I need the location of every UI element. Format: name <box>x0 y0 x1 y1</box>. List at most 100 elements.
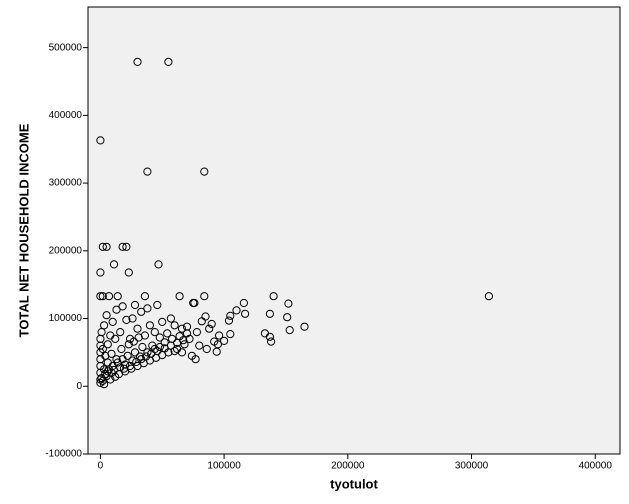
data-point <box>102 311 111 320</box>
data-point <box>130 300 140 310</box>
data-point <box>200 167 209 176</box>
data-point <box>175 292 184 301</box>
data-point <box>98 242 107 251</box>
data-point <box>118 302 127 311</box>
data-point <box>138 342 147 352</box>
data-point <box>197 317 206 326</box>
data-points <box>96 57 493 389</box>
data-point <box>122 315 131 324</box>
data-point <box>153 300 162 310</box>
data-point <box>96 136 105 145</box>
data-point <box>226 330 235 339</box>
data-point <box>179 336 188 345</box>
x-tick-label: 300000 <box>455 460 489 471</box>
data-point <box>100 380 109 389</box>
data-point <box>112 305 121 314</box>
data-point <box>128 356 137 365</box>
data-point <box>283 313 292 322</box>
data-point <box>98 292 107 301</box>
plot-area <box>87 6 621 455</box>
data-point <box>239 298 248 308</box>
data-point <box>191 355 200 364</box>
data-point <box>143 167 152 176</box>
data-point <box>224 316 234 325</box>
y-tick-label: -100000 <box>45 449 82 460</box>
y-axis: -100000 0 100000 200000 300000 400000 500000 <box>45 42 88 460</box>
data-point <box>103 367 112 376</box>
data-point <box>158 317 167 326</box>
data-point <box>155 333 164 342</box>
y-tick-label: 100000 <box>49 313 83 324</box>
data-point <box>140 292 149 301</box>
data-point <box>177 324 187 333</box>
data-point <box>226 311 235 320</box>
y-axis-title: TOTAL NET HOUSEHOLD INCOME <box>16 123 31 337</box>
data-point <box>284 299 293 308</box>
data-point <box>170 321 179 330</box>
data-point <box>212 347 221 356</box>
data-point <box>106 331 115 340</box>
data-point <box>101 370 110 379</box>
data-point <box>155 342 164 352</box>
data-point <box>190 298 199 308</box>
data-point <box>133 324 142 333</box>
data-point <box>109 365 119 375</box>
data-point <box>285 326 294 335</box>
data-point <box>137 355 146 364</box>
data-point <box>96 334 105 343</box>
data-point <box>166 314 175 323</box>
data-point <box>164 57 173 67</box>
data-point <box>207 319 216 329</box>
data-point <box>220 336 229 345</box>
data-point <box>142 352 151 361</box>
data-point <box>182 322 192 331</box>
x-axis: 0 100000 200000 300000 400000 <box>98 454 612 471</box>
data-point <box>170 347 179 356</box>
data-point <box>241 309 250 318</box>
y-tick-label: 500000 <box>49 42 83 53</box>
data-point <box>112 355 121 364</box>
data-point <box>134 333 143 342</box>
data-point <box>116 328 125 337</box>
data-point <box>118 242 127 251</box>
data-point <box>130 348 140 357</box>
data-point <box>265 309 274 318</box>
data-point <box>96 378 105 387</box>
data-point <box>96 268 105 277</box>
y-tick-label: 200000 <box>49 245 83 256</box>
data-point <box>154 260 163 269</box>
data-point <box>113 292 122 301</box>
data-point <box>108 317 117 326</box>
x-tick-label: 100000 <box>207 460 241 471</box>
data-point <box>163 329 172 338</box>
data-point <box>182 329 192 338</box>
data-point <box>126 361 135 371</box>
data-point <box>205 324 214 333</box>
data-point <box>153 347 162 356</box>
y-tick-label: 0 <box>76 381 82 392</box>
data-point <box>232 306 241 315</box>
data-point <box>202 344 211 354</box>
data-point <box>104 292 114 301</box>
data-point <box>109 260 119 269</box>
data-point <box>117 344 126 354</box>
data-point <box>128 314 137 323</box>
data-point <box>195 341 204 350</box>
data-point <box>96 292 105 301</box>
x-tick-label: 0 <box>98 460 104 471</box>
data-point <box>185 334 194 343</box>
data-point <box>150 328 159 337</box>
data-point <box>484 292 493 301</box>
x-axis-title: tyotulot <box>330 476 378 491</box>
data-point <box>269 292 278 301</box>
data-point <box>143 348 152 357</box>
data-point <box>132 357 141 366</box>
data-point <box>200 292 209 301</box>
data-point <box>107 349 116 358</box>
data-point <box>145 321 154 330</box>
data-point <box>267 337 276 346</box>
data-point <box>102 242 111 251</box>
data-point <box>129 337 138 346</box>
data-point <box>124 340 133 349</box>
